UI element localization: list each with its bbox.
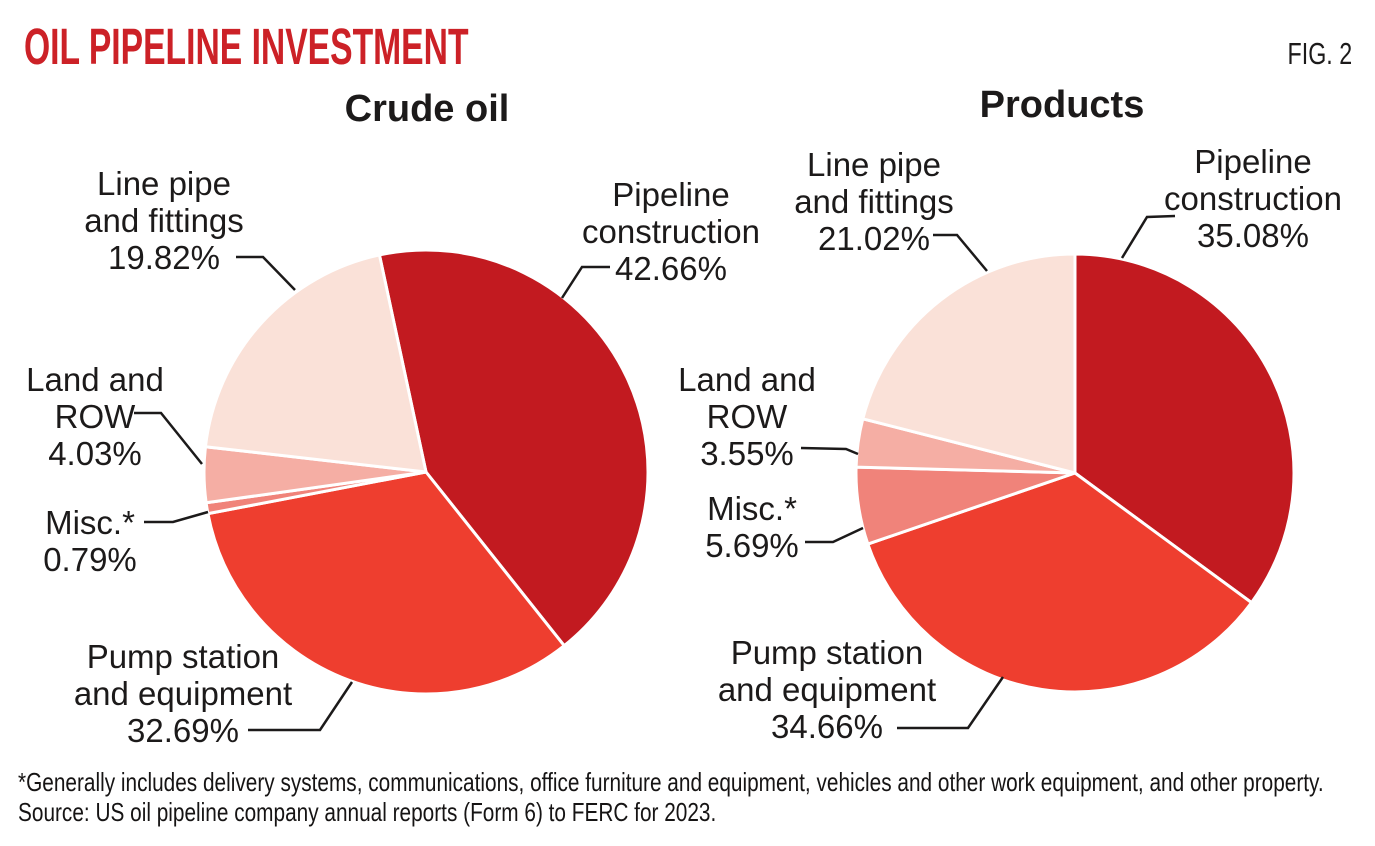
leader-line-products-misc (805, 526, 864, 544)
pie-slice-crude-pipeline-construction (377, 248, 650, 648)
footnote-asterisk: *Generally includes delivery systems, co… (18, 767, 1324, 797)
leader-line-crude-misc (144, 510, 209, 524)
chart-title-crude-oil: Crude oil (344, 88, 510, 130)
callout-crude-misc: Misc.* 0.79% (43, 504, 137, 578)
callout-crude-line-pipe: Line pipe and fittings 19.82% (84, 165, 244, 276)
leader-line-crude-line-pipe-and-fittings (236, 255, 296, 291)
callout-crude-land-row: Land and ROW 4.03% (26, 361, 164, 472)
chart-title-products: Products (979, 84, 1145, 126)
leader-line-products-land-and-row (800, 446, 859, 456)
callout-crude-pipeline-construction: Pipeline construction 42.66% (582, 176, 760, 287)
callout-products-pipeline-construction: Pipeline construction 35.08% (1164, 143, 1342, 254)
leader-line-products-line-pipe-and-fittings (933, 233, 988, 272)
leader-line-crude-land-and-row (134, 411, 203, 465)
leader-line-products-pipeline-construction (1120, 214, 1176, 259)
leader-line-products-pump-station-and-equipment (897, 676, 1005, 730)
pie-slice-products-pump-station-and-equipment (866, 471, 1254, 694)
figure-number: FIG. 2 (1287, 36, 1352, 71)
figure-title: OIL PIPELINE INVESTMENT (24, 18, 469, 75)
pie-slice-products-line-pipe-and-fittings (861, 252, 1077, 475)
pie-slice-crude-pump-station-and-equipment (206, 470, 566, 696)
leader-line-crude-pipeline-construction (560, 265, 610, 299)
footnote-source: Source: US oil pipeline company annual r… (18, 797, 717, 827)
pie-slice-products-pipeline-construction (1073, 252, 1296, 605)
pie-slice-crude-line-pipe-and-fittings (203, 253, 428, 474)
callout-products-land-row: Land and ROW 3.55% (678, 361, 816, 472)
callout-products-misc: Misc.* 5.69% (705, 490, 799, 564)
callout-products-pump-station: Pump station and equipment 34.66% (717, 634, 937, 745)
callout-products-line-pipe: Line pipe and fittings 21.02% (794, 146, 954, 257)
callout-crude-pump-station: Pump station and equipment 32.69% (73, 638, 293, 749)
leader-line-crude-pump-station-and-equipment (248, 681, 354, 732)
